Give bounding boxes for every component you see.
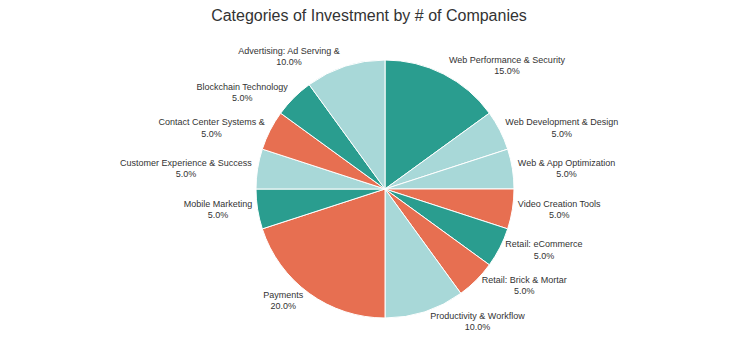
- svg-text:Customer Experience & Success5: Customer Experience & Success5.0%: [120, 158, 252, 180]
- svg-text:Advertising: Ad Serving &10.0%: Advertising: Ad Serving &10.0%: [238, 46, 340, 68]
- svg-text:Retail: Brick & Mortar5.0%: Retail: Brick & Mortar5.0%: [482, 275, 567, 297]
- svg-text:Categories of Investment by #: Categories of Investment by # of Compani…: [211, 7, 527, 24]
- svg-text:Web Performance & Security15.0: Web Performance & Security15.0%: [449, 55, 565, 77]
- svg-text:Mobile Marketing5.0%: Mobile Marketing5.0%: [184, 199, 253, 221]
- svg-text:Web Development & Design5.0%: Web Development & Design5.0%: [505, 117, 618, 139]
- svg-text:Blockchain Technology5.0%: Blockchain Technology5.0%: [196, 82, 288, 104]
- svg-text:Payments20.0%: Payments20.0%: [263, 290, 304, 312]
- svg-text:Contact Center Systems &5.0%: Contact Center Systems &5.0%: [159, 117, 265, 139]
- svg-text:Productivity & Workflow10.0%: Productivity & Workflow10.0%: [430, 311, 525, 333]
- svg-text:Video Creation Tools5.0%: Video Creation Tools5.0%: [518, 199, 601, 221]
- svg-text:Web & App Optimization5.0%: Web & App Optimization5.0%: [518, 158, 615, 180]
- svg-text:Retail: eCommerce5.0%: Retail: eCommerce5.0%: [505, 239, 582, 261]
